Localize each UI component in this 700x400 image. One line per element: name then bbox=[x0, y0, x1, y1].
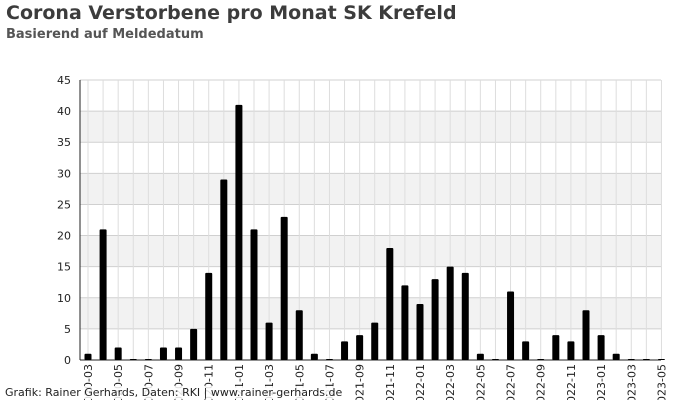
bar bbox=[205, 272, 213, 360]
bar bbox=[220, 179, 228, 360]
bar bbox=[265, 322, 273, 360]
bar bbox=[416, 304, 424, 360]
bar bbox=[129, 359, 137, 360]
y-tick-label: 0 bbox=[64, 354, 71, 367]
x-tick-label: 2023-01 bbox=[595, 364, 608, 400]
x-tick-label: 2021-09 bbox=[354, 364, 367, 400]
bar bbox=[99, 229, 107, 360]
x-tick-label: 2022-03 bbox=[444, 364, 457, 400]
grid-band bbox=[80, 173, 661, 205]
y-tick-label: 40 bbox=[57, 105, 71, 118]
bar bbox=[371, 322, 379, 360]
x-tick-label: 2022-11 bbox=[565, 364, 578, 400]
bar bbox=[250, 229, 258, 360]
bar bbox=[491, 359, 499, 360]
x-tick-label: 2023-03 bbox=[625, 364, 638, 400]
bar bbox=[612, 353, 620, 360]
chart-title: Corona Verstorbene pro Monat SK Krefeld bbox=[6, 2, 457, 24]
bar bbox=[627, 359, 635, 360]
bar bbox=[522, 341, 530, 360]
bar bbox=[537, 359, 545, 360]
bar bbox=[295, 310, 303, 360]
bar bbox=[567, 341, 575, 360]
bar bbox=[552, 335, 560, 360]
x-tick-label: 2021-11 bbox=[384, 364, 397, 400]
bar bbox=[175, 347, 183, 360]
bar bbox=[386, 248, 394, 360]
y-tick-label: 20 bbox=[57, 230, 71, 243]
y-tick-label: 25 bbox=[57, 198, 71, 211]
x-tick-label: 2022-09 bbox=[535, 364, 548, 400]
bar bbox=[190, 328, 198, 360]
credit-footer: Grafik: Rainer Gerhards, Daten: RKI | ww… bbox=[3, 386, 345, 399]
bar bbox=[356, 335, 364, 360]
y-tick-label: 10 bbox=[57, 292, 71, 305]
bar bbox=[642, 359, 650, 360]
bar bbox=[310, 353, 318, 360]
y-tick-label: 35 bbox=[57, 136, 71, 149]
bar bbox=[582, 310, 590, 360]
bar bbox=[597, 335, 605, 360]
bar bbox=[657, 359, 665, 360]
grid-band bbox=[80, 111, 661, 143]
chart-subtitle: Basierend auf Meldedatum bbox=[6, 27, 204, 42]
bar bbox=[84, 353, 92, 360]
bar bbox=[476, 353, 484, 360]
bar bbox=[401, 285, 409, 360]
x-tick-label: 2023-05 bbox=[655, 364, 668, 400]
x-tick-label: 2022-01 bbox=[414, 364, 427, 400]
x-tick-label: 2022-05 bbox=[474, 364, 487, 400]
grid-band bbox=[80, 297, 661, 329]
y-tick-label: 15 bbox=[57, 261, 71, 274]
bar bbox=[325, 359, 333, 360]
grid-band bbox=[80, 235, 661, 267]
bar bbox=[446, 266, 454, 360]
bar bbox=[114, 347, 122, 360]
x-tick-label: 2022-07 bbox=[505, 364, 518, 400]
y-tick-label: 45 bbox=[57, 74, 71, 87]
bar bbox=[280, 216, 288, 360]
bar bbox=[341, 341, 349, 360]
y-tick-label: 5 bbox=[64, 323, 71, 336]
bar bbox=[144, 359, 152, 360]
bar bbox=[235, 104, 243, 360]
bar bbox=[159, 347, 167, 360]
bar bbox=[507, 291, 515, 360]
bar bbox=[461, 272, 469, 360]
bar bbox=[431, 279, 439, 360]
y-tick-label: 30 bbox=[57, 167, 71, 180]
